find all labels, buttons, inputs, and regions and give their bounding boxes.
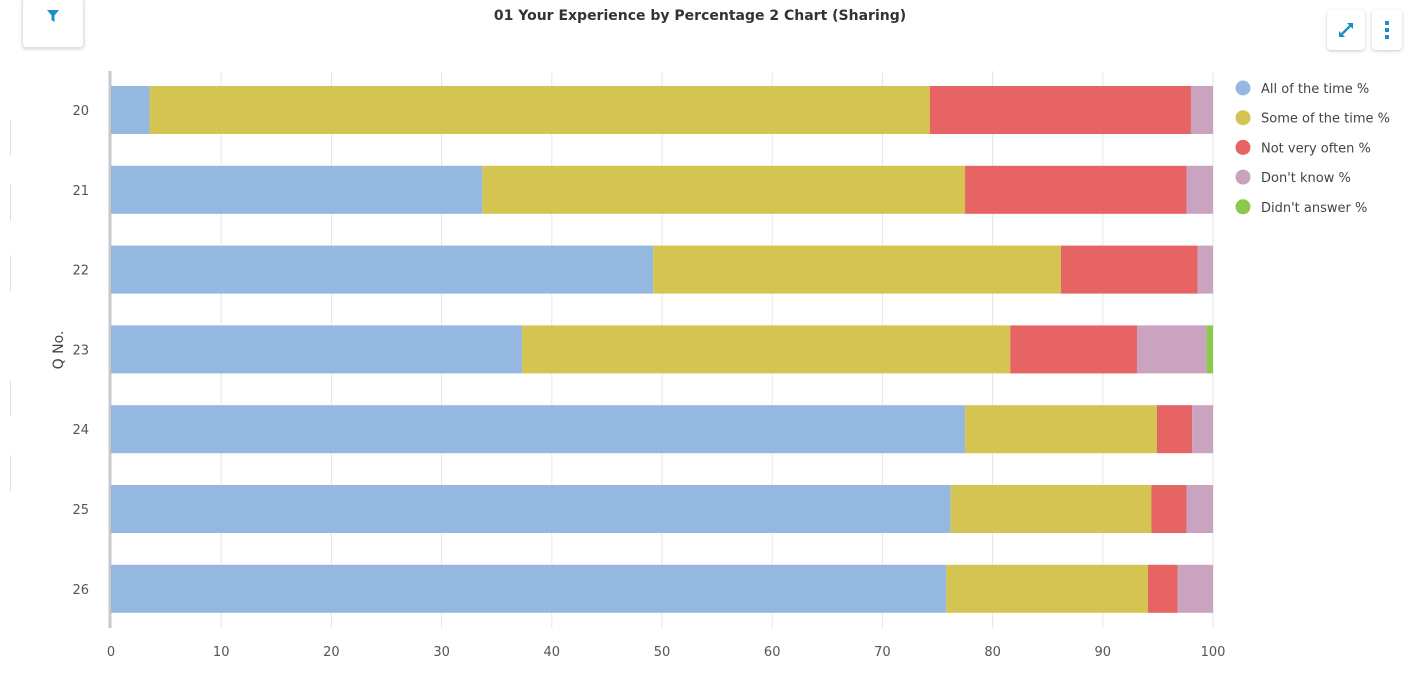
bar-segment [1190,86,1213,134]
bar-segment [965,405,1157,454]
kebab-menu-icon [1385,21,1389,39]
bar-segment [149,86,930,134]
bar-segment [482,165,966,214]
y-tick-label: 25 [72,503,89,518]
bar-segment [111,485,951,533]
more-options-button[interactable] [1372,10,1402,50]
bar-segment [1151,485,1187,533]
x-tick-label: 90 [1095,645,1112,660]
y-tick-label: 26 [72,583,89,598]
chart-title: 01 Your Experience by Percentage 2 Chart… [493,8,907,24]
bar-segment [1136,325,1207,374]
bar-segment [111,86,150,134]
bar-segment [1156,405,1193,454]
bar-segment [111,165,483,214]
expand-icon [1339,23,1353,37]
filter-button[interactable] [22,0,84,48]
legend-entry: Don't know % [1261,171,1351,186]
expand-button[interactable] [1327,10,1365,50]
legend-entry: Didn't answer % [1261,201,1367,216]
y-tick-label: 20 [72,104,89,119]
y-tick-label: 24 [72,423,89,438]
bar-segment [1192,405,1213,454]
bar-segment [1186,165,1213,214]
bar-segment [111,564,947,613]
y-axis-label: Q No. [51,331,67,370]
x-tick-label: 30 [433,645,450,660]
bar-segment [111,405,966,454]
x-tick-label: 40 [544,645,561,660]
bar-segment [653,245,1061,294]
y-tick-label: 23 [72,343,89,358]
bar-segment [1186,485,1213,533]
bar-segment [946,564,1148,613]
bar-segment [950,485,1152,533]
legend-entry: All of the time % [1261,82,1369,97]
bar-segment [1060,245,1198,294]
x-tick-label: 60 [764,645,781,660]
bar-segment [1197,245,1213,294]
bar-segment [1177,564,1213,613]
x-tick-label: 20 [323,645,340,660]
legend-marker [1235,139,1251,155]
x-tick-label: 80 [984,645,1001,660]
legend-marker [1235,199,1251,215]
filter-icon [47,10,59,22]
x-tick-label: 10 [213,645,230,660]
legend-marker [1235,110,1251,126]
bar-segment [111,245,654,294]
legend-entry: Some of the time % [1261,112,1390,127]
x-tick-label: 100 [1201,645,1226,660]
legend-entry: Not very often % [1261,141,1371,156]
bar-segment [965,165,1187,214]
bar-segment [1147,564,1178,613]
bar-segment [111,325,523,374]
bar-segment [522,325,1011,374]
x-tick-label: 0 [107,645,115,660]
legend-marker [1235,169,1251,185]
bar-segment [1206,325,1213,374]
legend-marker [1235,80,1251,96]
bar-segment [1010,325,1137,374]
bar-segment [929,86,1191,134]
x-tick-label: 50 [654,645,671,660]
y-tick-label: 22 [72,264,89,279]
x-tick-label: 70 [874,645,891,660]
left-edge-decoration [0,0,20,682]
y-tick-label: 21 [72,184,89,199]
